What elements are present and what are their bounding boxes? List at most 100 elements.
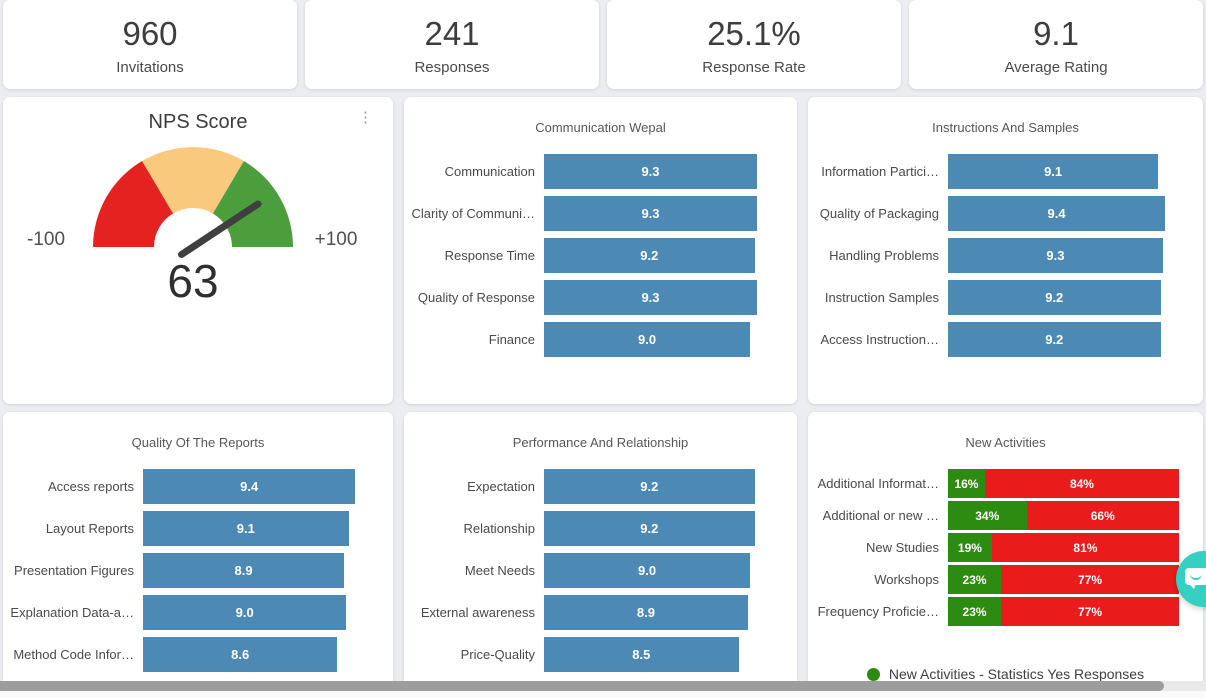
bar-fill[interactable]: 9.2 (544, 238, 755, 273)
stacked-bar[interactable]: 34% 66% (948, 501, 1179, 530)
bar[interactable]: 8.6 (143, 637, 369, 672)
bar[interactable]: 8.9 (143, 553, 369, 588)
bar-fill[interactable]: 9.0 (544, 553, 751, 588)
bar-fill[interactable]: 9.1 (143, 511, 349, 546)
category-label: Handling Problems (829, 248, 939, 263)
legend-dot-icon (866, 667, 880, 681)
category-label: Access reports (48, 479, 134, 494)
bar-fill[interactable]: 9.3 (544, 154, 757, 189)
panel-communication-wepal: Communication Wepal Communication 9.3 Clar… (404, 97, 797, 404)
bar-chart: Access reports 9.4 Layout Reports 9.1 Presen… (3, 469, 393, 672)
kebab-menu-icon[interactable]: ⋮ (358, 109, 373, 126)
gauge-min-label: -100 (27, 229, 65, 250)
stacked-bar[interactable]: 23% 77% (948, 597, 1179, 626)
bar-segment[interactable]: 34% (948, 501, 1027, 530)
bar[interactable]: 9.0 (544, 553, 773, 588)
bar[interactable]: 8.9 (544, 595, 773, 630)
bar[interactable]: 9.2 (544, 238, 773, 273)
category-label: Access Instruction… (820, 332, 940, 347)
bar-fill[interactable]: 8.5 (544, 637, 739, 672)
bar-fill[interactable]: 9.4 (143, 469, 356, 504)
horizontal-scrollbar-track[interactable] (0, 681, 1206, 691)
bar[interactable]: 9.3 (544, 154, 773, 189)
bar[interactable]: 9.1 (948, 154, 1179, 189)
bar-segment[interactable]: 23% (948, 565, 1002, 594)
panel-title: Quality Of The Reports (131, 435, 265, 450)
kpi-value: 25.1% (707, 15, 801, 53)
kpi-row: 960 Invitations 241 Responses 25.1% Resp… (0, 0, 1206, 89)
bar-segment[interactable]: 66% (1026, 501, 1179, 530)
kpi-value: 241 (424, 15, 480, 53)
stacked-bar[interactable]: 16% 84% (948, 469, 1179, 498)
category-label: Additional or new … (822, 508, 939, 523)
bar[interactable]: 9.4 (948, 196, 1179, 231)
category-label: Explanation Data-a… (10, 605, 134, 620)
category-label: Quality of Response (417, 290, 535, 305)
kpi-card-invitations: 960 Invitations (3, 0, 297, 89)
bar[interactable]: 9.2 (948, 280, 1179, 315)
bar-fill[interactable]: 9.1 (948, 154, 1159, 189)
bar[interactable]: 9.3 (948, 238, 1179, 273)
kpi-card-response-rate: 25.1% Response Rate (607, 0, 901, 89)
bar[interactable]: 9.0 (544, 322, 773, 357)
panel-quality-of-the-reports: Quality Of The Reports Access reports 9.4… (3, 412, 393, 698)
category-label: New Studies (866, 540, 939, 555)
category-label: Quality of Packaging (819, 206, 939, 221)
bar[interactable]: 9.3 (544, 280, 773, 315)
bar-fill[interactable]: 9.3 (948, 238, 1163, 273)
bar-fill[interactable]: 8.9 (143, 553, 345, 588)
bar-fill[interactable]: 8.6 (143, 637, 338, 672)
gauge-needle (178, 200, 262, 258)
panel-title: NPS Score (148, 111, 248, 133)
bar[interactable]: 9.1 (143, 511, 369, 546)
kpi-label: Average Rating (1004, 58, 1108, 76)
panel-title: Instructions And Samples (932, 120, 1079, 135)
bar-fill[interactable]: 9.2 (948, 322, 1161, 357)
panel-nps-score: NPS Score ⋮ -100 +100 63 (3, 97, 393, 404)
kpi-label: Invitations (116, 58, 184, 76)
bar-fill[interactable]: 9.3 (544, 280, 757, 315)
gauge-segment-red (93, 161, 174, 247)
bar-chart: Communication 9.3 Clarity of Communi… 9.3 Re… (404, 154, 797, 357)
bar-segment[interactable]: 19% (948, 533, 992, 562)
bar-fill[interactable]: 9.4 (948, 196, 1166, 231)
bar-segment[interactable]: 84% (984, 469, 1179, 498)
bar-fill[interactable]: 9.3 (544, 196, 757, 231)
panel-performance-and-relationship: Performance And Relationship Expectation… (404, 412, 797, 698)
bar-fill[interactable]: 9.2 (948, 280, 1161, 315)
bar-fill[interactable]: 9.2 (544, 469, 755, 504)
category-label: Clarity of Communi… (411, 206, 535, 221)
stacked-bar[interactable]: 23% 77% (948, 565, 1179, 594)
bar-fill[interactable]: 9.2 (544, 511, 755, 546)
bar-fill[interactable]: 8.9 (544, 595, 748, 630)
bar-segment[interactable]: 77% (1001, 565, 1179, 594)
bar-fill[interactable]: 9.0 (544, 322, 751, 357)
horizontal-scrollbar-thumb[interactable] (0, 681, 1164, 691)
bar-segment[interactable]: 77% (1001, 597, 1179, 626)
category-label: Method Code Infor… (13, 647, 134, 662)
bar[interactable]: 8.5 (544, 637, 773, 672)
bar[interactable]: 9.4 (143, 469, 369, 504)
category-label: Additional Informat… (817, 476, 939, 491)
bar-segment[interactable]: 81% (991, 533, 1179, 562)
category-label: Frequency Proficie… (817, 604, 939, 619)
bar[interactable]: 9.2 (544, 511, 773, 546)
category-label: Price-Quality (460, 647, 535, 662)
category-label: Presentation Figures (14, 563, 134, 578)
category-label: Layout Reports (45, 521, 134, 536)
category-label: Instruction Samples (824, 290, 939, 305)
bar-segment[interactable]: 23% (948, 597, 1002, 626)
bar[interactable]: 9.0 (143, 595, 369, 630)
panel-title: Communication Wepal (535, 120, 666, 135)
panel-title: Performance And Relationship (512, 435, 689, 450)
bar-chart: Information Partici… 9.1 Quality of Packag… (808, 154, 1203, 357)
bar-fill[interactable]: 9.0 (143, 595, 347, 630)
bar-chart: Expectation 9.2 Relationship 9.2 Meet Needs 9… (404, 469, 797, 672)
category-label: Workshops (874, 572, 939, 587)
stacked-bar[interactable]: 19% 81% (948, 533, 1179, 562)
bar[interactable]: 9.3 (544, 196, 773, 231)
bar[interactable]: 9.2 (948, 322, 1179, 357)
bar[interactable]: 9.2 (544, 469, 773, 504)
gauge-value: 63 (167, 255, 218, 307)
bar-segment[interactable]: 16% (948, 469, 985, 498)
